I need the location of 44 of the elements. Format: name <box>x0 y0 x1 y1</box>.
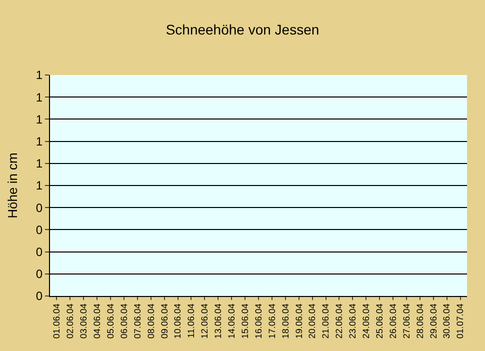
y-tick-label: 0 <box>36 245 43 259</box>
x-tick-label: 24.06.04 <box>361 304 372 339</box>
x-tick-label: 09.06.04 <box>159 304 170 339</box>
x-tick-label: 22.06.04 <box>334 304 344 339</box>
x-tick-label: 02.06.04 <box>65 304 76 339</box>
x-tick-label: 12.06.04 <box>200 304 210 339</box>
x-tick-label: 14.06.04 <box>226 304 237 339</box>
x-tick-label: 17.06.04 <box>266 304 277 339</box>
x-tick-label: 27.06.04 <box>401 304 412 339</box>
y-tick-label: 1 <box>36 68 43 82</box>
x-tick-label: 29.06.04 <box>428 304 438 339</box>
y-tick-label: 1 <box>36 134 43 148</box>
x-tick-label: 04.06.04 <box>92 304 102 339</box>
y-tick-label: 0 <box>36 222 43 237</box>
x-tick-label: 07.06.04 <box>132 304 142 339</box>
y-axis-title: Höhe in cm <box>4 152 20 218</box>
x-tick-label: 01.07.04 <box>455 304 466 339</box>
y-tick-label: 1 <box>36 112 43 126</box>
x-tick-label: 03.06.04 <box>78 304 89 339</box>
x-tick-label: 30.06.04 <box>442 304 452 339</box>
x-tick-label: 28.06.04 <box>414 304 425 339</box>
x-tick-label: 20.06.04 <box>307 304 318 339</box>
x-tick-label: 06.06.04 <box>118 304 129 339</box>
y-tick-label: 1 <box>36 90 43 104</box>
y-tick-label: 0 <box>36 200 43 215</box>
x-tick-label: 25.06.04 <box>374 304 384 339</box>
x-tick-label: 10.06.04 <box>172 304 183 339</box>
x-tick-label: 15.06.04 <box>240 304 250 339</box>
x-tick-label: 26.06.04 <box>388 304 398 339</box>
x-tick-label: 11.06.04 <box>186 304 196 338</box>
x-tick-label: 05.06.04 <box>105 304 116 339</box>
x-tick-label: 13.06.04 <box>213 304 224 339</box>
y-tick-label: 1 <box>36 178 43 193</box>
x-tick-label: 01.06.04 <box>52 304 62 339</box>
x-tick-label: 19.06.04 <box>294 304 304 339</box>
y-tick-label: 1 <box>36 156 43 171</box>
chart-title: Schneehöhe von Jessen <box>166 21 320 38</box>
x-tick-label: 21.06.04 <box>320 304 331 339</box>
x-tick-label: 08.06.04 <box>146 304 156 339</box>
x-tick-label: 23.06.04 <box>348 304 358 339</box>
x-tick-label: 18.06.04 <box>280 304 290 339</box>
y-tick-label: 0 <box>36 267 43 282</box>
x-tick-label: 16.06.04 <box>253 304 264 339</box>
y-tick-label: 0 <box>36 289 43 304</box>
